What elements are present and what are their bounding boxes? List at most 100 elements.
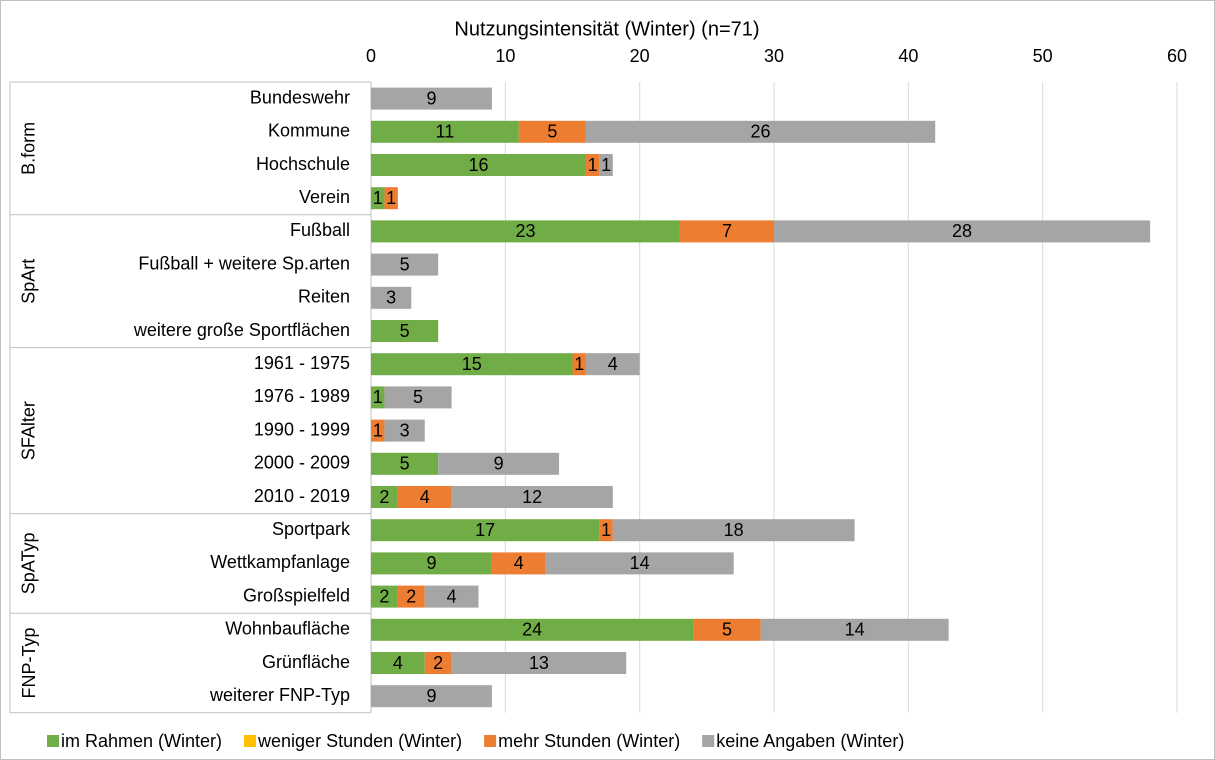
bar-segment: [371, 652, 425, 674]
data-label: 2: [433, 653, 443, 673]
bar-segment: [384, 386, 452, 409]
bar-segment: [371, 353, 573, 376]
y-tick-label: 1976 - 1989: [254, 386, 350, 406]
bar-segment: [451, 486, 613, 508]
bar-segment: [599, 154, 613, 176]
legend-label: im Rahmen (Winter): [61, 731, 222, 751]
data-label: 3: [386, 288, 396, 308]
y-tick-label: 1990 - 1999: [254, 419, 350, 439]
bar-segment: [599, 519, 613, 542]
data-label: 26: [751, 122, 771, 142]
legend-label: mehr Stunden (Winter): [498, 731, 680, 751]
legend-swatch: [244, 735, 257, 747]
data-label: 2: [406, 586, 416, 606]
data-label: 1: [373, 387, 383, 407]
group-label: SFAlter: [19, 401, 39, 460]
y-tick-label: 2010 - 2019: [254, 486, 350, 506]
bar-segment: [384, 419, 425, 442]
data-label: 11: [436, 122, 455, 142]
data-label: 9: [494, 454, 504, 474]
group-label: B.form: [19, 122, 39, 175]
data-label: 1: [386, 188, 396, 208]
bar-segment: [371, 253, 439, 276]
bar-segment: [371, 220, 680, 243]
data-label: 4: [420, 487, 430, 507]
y-tick-label: Kommune: [268, 121, 350, 141]
y-tick-label: weitere große Sportflächen: [133, 320, 350, 340]
data-label: 23: [515, 221, 535, 241]
bar-segment: [371, 685, 492, 708]
data-label: 4: [514, 553, 524, 573]
y-tick-label: Wettkampfanlage: [210, 552, 350, 572]
bar-segment: [371, 120, 519, 143]
bar-segment: [371, 187, 385, 210]
data-label: 24: [522, 620, 542, 640]
data-label: 5: [722, 620, 732, 640]
bar-segment: [371, 585, 398, 608]
data-label: 13: [529, 653, 549, 673]
bar-segment: [585, 120, 936, 143]
bar-segment: [371, 519, 600, 542]
data-label: 5: [547, 122, 557, 142]
legend-swatch: [702, 735, 715, 747]
y-tick-label: Wohnbaufläche: [225, 619, 350, 639]
bar-segment: [384, 187, 398, 210]
x-tick-label: 20: [630, 46, 650, 66]
bar-segment: [612, 519, 855, 542]
y-tick-label: Hochschule: [256, 154, 350, 174]
data-label: 1: [588, 155, 598, 175]
y-tick-label: Reiten: [298, 287, 350, 307]
data-label: 1: [373, 188, 383, 208]
bar-segment: [371, 452, 439, 475]
x-tick-label: 60: [1167, 46, 1187, 66]
data-label: 9: [426, 686, 436, 706]
bar-segment: [397, 585, 425, 608]
bar-segment: [424, 652, 452, 674]
bar-segment: [679, 220, 774, 243]
y-tick-label: Fußball: [290, 220, 350, 240]
data-label: 1: [373, 420, 383, 440]
chart-title: Nutzungsintensität (Winter) (n=71): [454, 18, 759, 40]
data-label: 14: [630, 553, 650, 573]
bar-segment: [397, 486, 452, 508]
data-label: 15: [462, 354, 482, 374]
x-tick-label: 30: [764, 46, 784, 66]
x-tick-label: 10: [495, 46, 515, 66]
data-label: 1: [601, 155, 611, 175]
x-tick-label: 0: [366, 46, 376, 66]
data-label: 18: [724, 520, 744, 540]
legend-label: keine Angaben (Winter): [716, 731, 904, 751]
bar-segment: [438, 452, 560, 475]
data-label: 12: [522, 487, 542, 507]
data-label: 1: [574, 354, 584, 374]
data-label: 9: [426, 553, 436, 573]
bar-segment: [371, 618, 694, 641]
bar-segment: [545, 552, 734, 575]
data-label: 14: [845, 620, 865, 640]
data-label: 17: [475, 520, 495, 540]
data-label: 5: [400, 454, 410, 474]
x-tick-label: 40: [898, 46, 918, 66]
data-label: 4: [393, 653, 403, 673]
data-label: 9: [426, 88, 436, 108]
y-tick-label: Großspielfeld: [243, 585, 350, 605]
bar-segment: [585, 353, 640, 376]
y-tick-label: Bundeswehr: [250, 87, 350, 107]
y-tick-label: Fußball + weitere Sp.arten: [138, 253, 350, 273]
data-label: 28: [952, 221, 972, 241]
bar-segment: [693, 618, 761, 641]
bar-segment: [371, 552, 492, 575]
bar-segment: [371, 486, 398, 508]
group-label: SpATyp: [19, 533, 39, 595]
data-label: 16: [468, 155, 488, 175]
bar-segment: [760, 618, 949, 641]
data-label: 1: [601, 520, 611, 540]
bar-segment: [518, 120, 586, 143]
bar-segment: [774, 220, 1151, 243]
y-tick-label: weiterer FNP-Typ: [209, 685, 350, 705]
legend-label: weniger Stunden (Winter): [257, 731, 462, 751]
bar-segment: [491, 552, 546, 575]
group-label: SpArt: [19, 259, 39, 304]
